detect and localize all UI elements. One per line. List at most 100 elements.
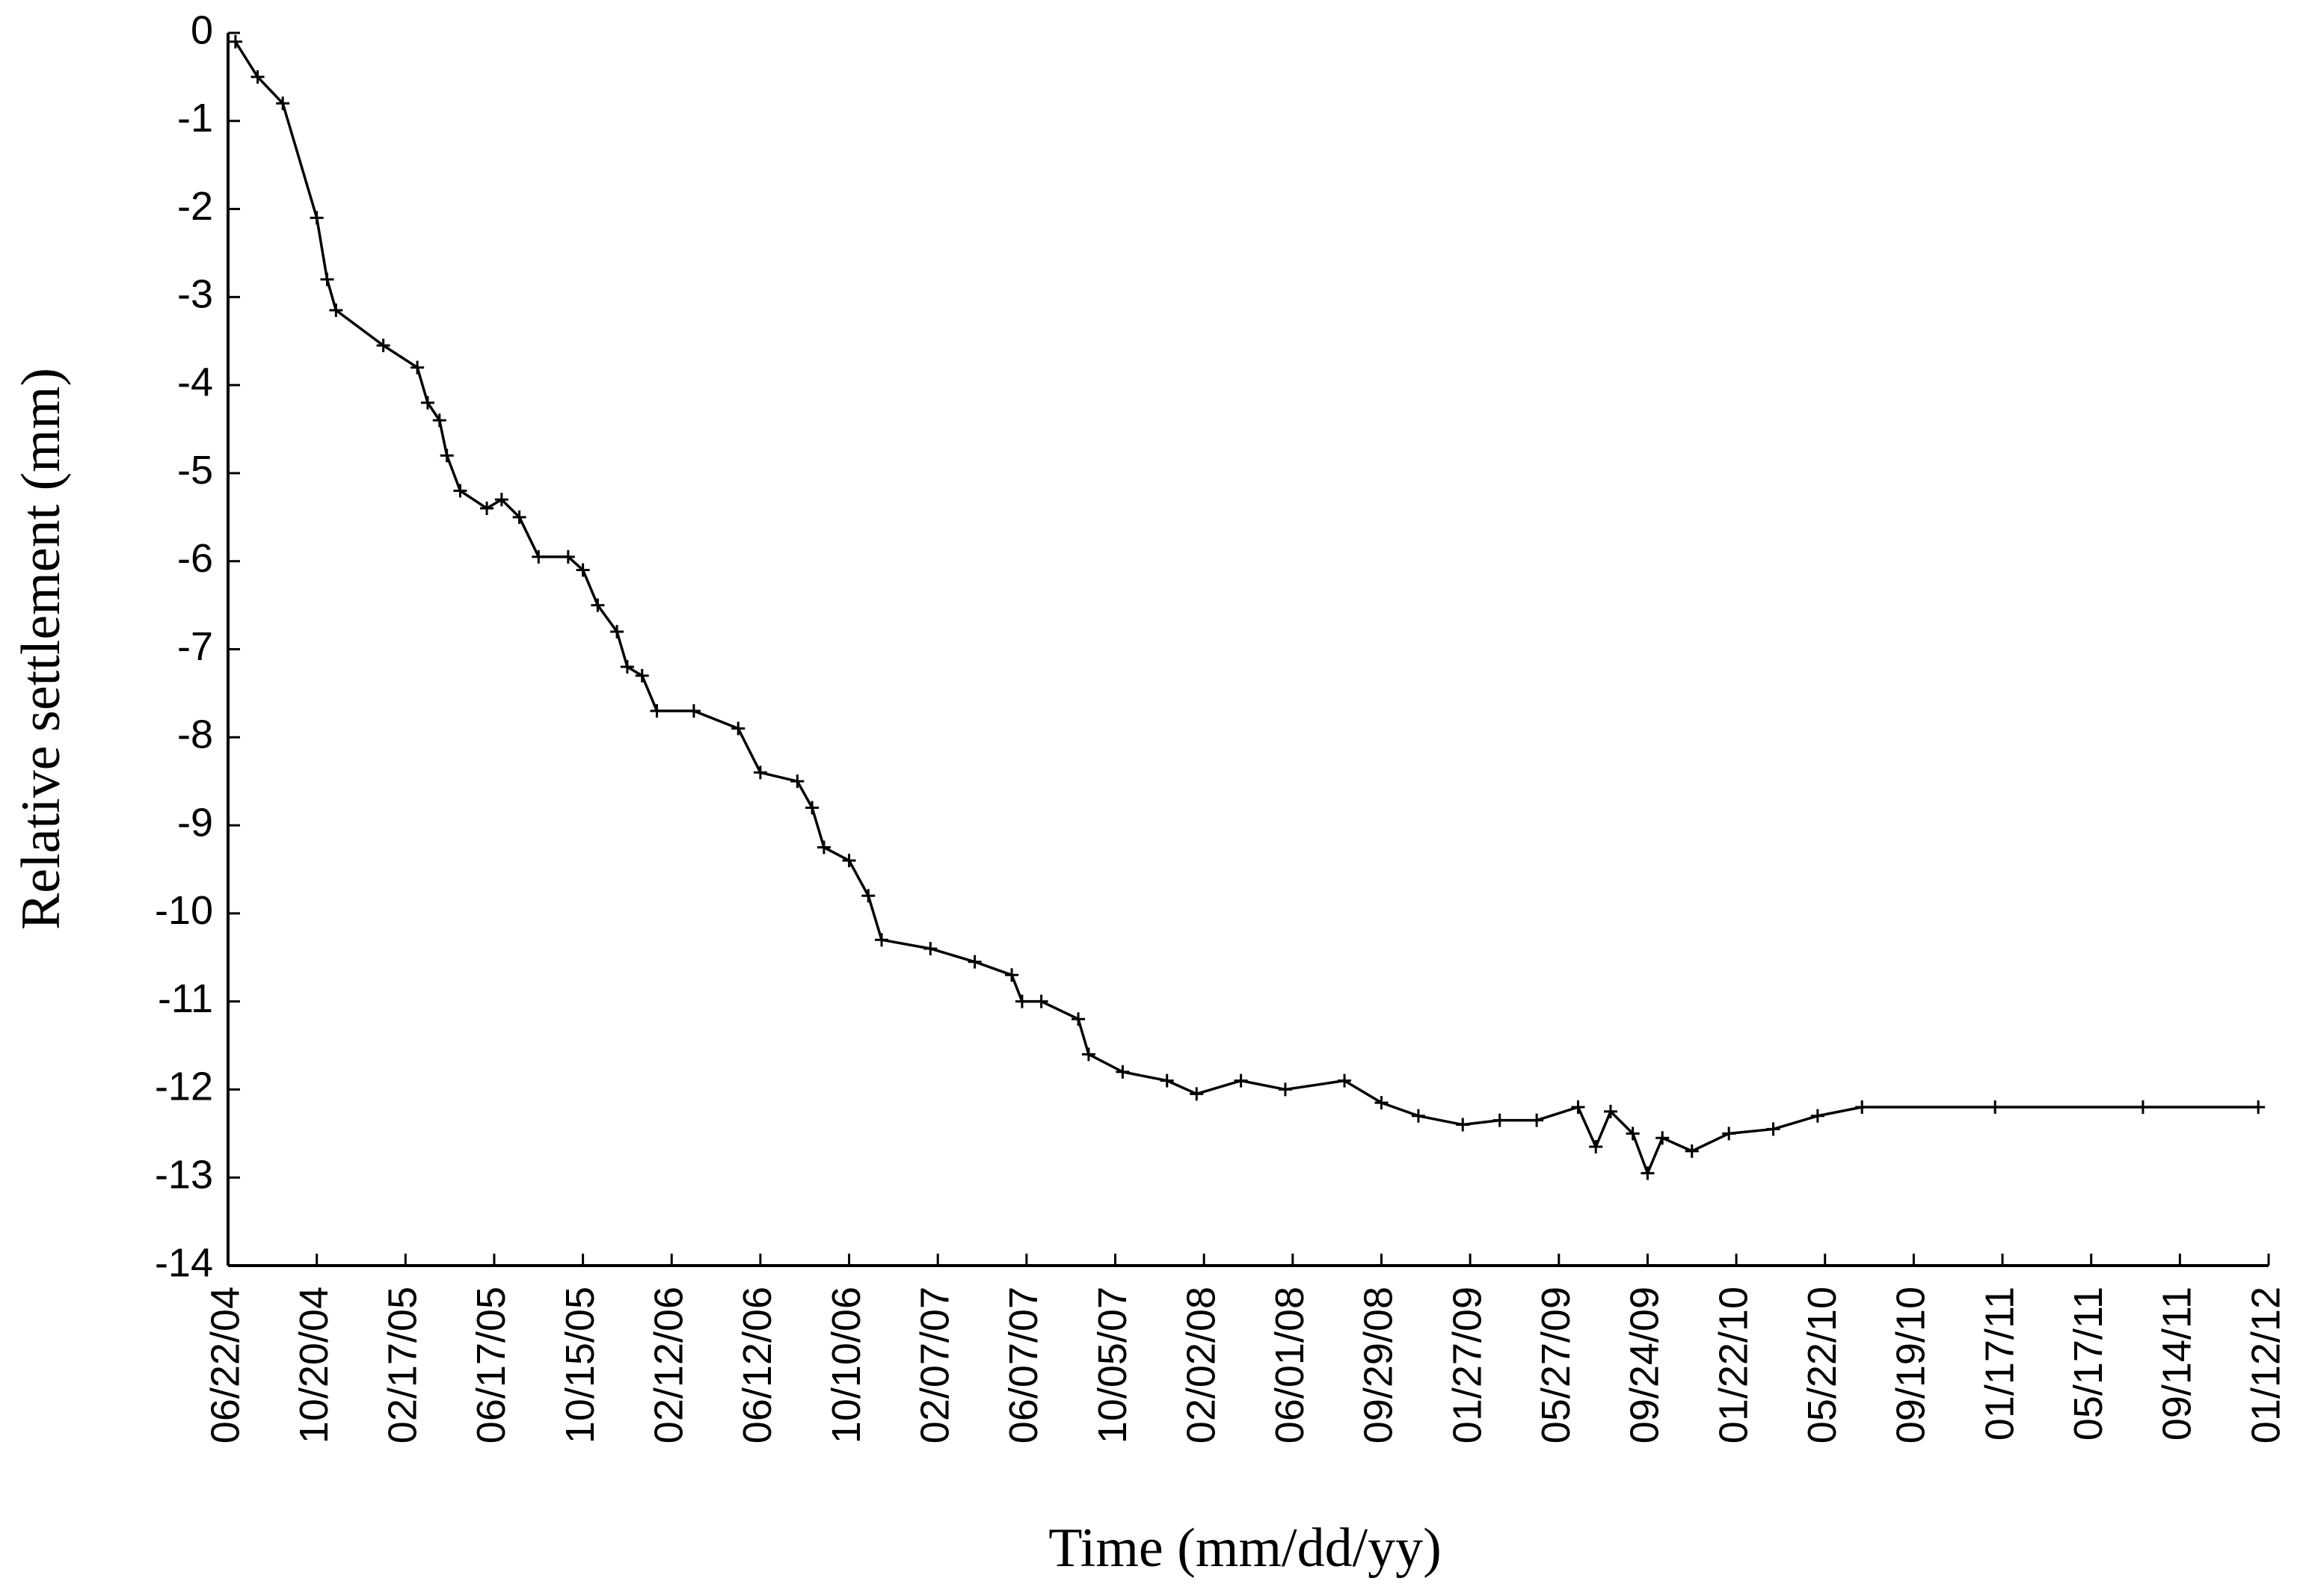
data-point	[753, 765, 767, 780]
data-point	[1190, 1087, 1204, 1101]
y-tick-label: -3	[177, 272, 213, 317]
data-point	[1810, 1109, 1824, 1123]
data-point	[1685, 1144, 1699, 1158]
data-point	[453, 484, 467, 498]
y-tick-label: -6	[177, 536, 213, 581]
data-point	[480, 502, 494, 516]
data-point	[1160, 1073, 1174, 1088]
data-point	[650, 703, 664, 718]
data-point	[576, 563, 590, 577]
data-point	[731, 721, 745, 736]
data-point	[2251, 1100, 2266, 1114]
x-tick-label: 06/07/07	[1001, 1287, 1046, 1444]
x-tick-label: 02/17/05	[381, 1287, 425, 1444]
x-tick-label: 06/01/08	[1267, 1287, 1312, 1444]
data-point	[561, 549, 575, 564]
data-point	[512, 510, 526, 524]
data-point	[1005, 968, 1019, 982]
y-tick-label: -13	[155, 1152, 213, 1197]
x-tick-label: 06/17/05	[469, 1287, 514, 1444]
x-tick-label: 01/27/09	[1445, 1287, 1489, 1444]
data-point	[620, 660, 634, 674]
y-axis-title: Relative settlement (mm)	[10, 368, 72, 930]
y-tick-label: -11	[158, 976, 213, 1021]
y-tick-label: -9	[177, 800, 213, 845]
data-point	[432, 413, 446, 428]
data-point	[411, 360, 425, 375]
y-tick-label: -14	[155, 1240, 213, 1285]
data-point	[790, 774, 805, 789]
x-tick-label: 09/29/08	[1356, 1287, 1401, 1444]
data-point	[420, 395, 434, 410]
data-point	[1530, 1113, 1544, 1127]
data-point	[494, 493, 508, 507]
y-tick-label: -5	[177, 448, 213, 493]
x-tick-label: 01/12/12	[2243, 1287, 2288, 1444]
y-tick-label: -4	[177, 360, 213, 404]
data-point	[320, 272, 334, 286]
data-point	[1411, 1109, 1425, 1123]
data-point	[861, 889, 876, 903]
x-tick-label: 05/17/11	[2066, 1287, 2111, 1441]
data-point	[805, 801, 820, 815]
data-point	[329, 304, 343, 318]
x-tick-label: 06/22/04	[203, 1287, 247, 1444]
data-point	[875, 933, 889, 947]
data-point	[1626, 1127, 1640, 1141]
data-point	[2136, 1100, 2150, 1114]
data-point	[1571, 1100, 1585, 1114]
data-point	[1589, 1139, 1603, 1153]
data-point	[1855, 1100, 1869, 1114]
data-point	[1015, 994, 1029, 1008]
data-point	[310, 211, 324, 225]
x-tick-label: 09/14/11	[2155, 1287, 2200, 1441]
data-point	[1604, 1104, 1617, 1118]
x-axis-title: Time (mm/dd/yy)	[1048, 1518, 1442, 1579]
data-point	[440, 449, 454, 463]
data-point	[1072, 1012, 1086, 1026]
data-point	[1988, 1100, 2002, 1114]
data-point	[817, 840, 831, 854]
y-tick-label: -12	[155, 1064, 213, 1109]
data-point	[1655, 1131, 1670, 1145]
x-tick-label: 05/27/09	[1534, 1287, 1578, 1444]
x-tick-label: 10/20/04	[292, 1287, 336, 1444]
x-tick-label: 02/12/06	[647, 1287, 692, 1444]
y-tick-label: -8	[177, 712, 213, 757]
data-point	[1338, 1073, 1352, 1088]
y-tick-label: -1	[177, 96, 213, 141]
data-point	[250, 70, 265, 84]
x-tick-label: 10/10/06	[824, 1287, 869, 1444]
data-point	[686, 703, 701, 718]
data-point	[532, 549, 546, 564]
data-point	[968, 955, 982, 969]
data-point	[1278, 1082, 1292, 1097]
x-tick-label: 02/07/07	[912, 1287, 957, 1444]
x-tick-label: 09/24/09	[1623, 1287, 1667, 1444]
data-point	[1034, 994, 1048, 1008]
data-point	[610, 624, 624, 638]
data-point	[376, 339, 390, 353]
data-point	[1641, 1166, 1655, 1180]
data-point	[1492, 1113, 1507, 1127]
y-tick-label: -10	[155, 888, 213, 933]
y-tick-label: -2	[177, 184, 213, 229]
data-point	[591, 598, 605, 612]
data-point	[1374, 1096, 1389, 1110]
data-point	[1081, 1047, 1095, 1062]
x-tick-label: 05/22/10	[1800, 1287, 1845, 1444]
data-point	[923, 941, 938, 955]
y-tick-label: 0	[191, 7, 213, 52]
x-tick-label: 10/05/07	[1090, 1287, 1135, 1444]
data-point	[635, 668, 649, 683]
data-line	[234, 40, 2259, 1175]
x-tick-label: 02/02/08	[1178, 1287, 1223, 1444]
data-point	[1766, 1122, 1780, 1136]
data-point	[1456, 1118, 1470, 1132]
data-point	[842, 854, 856, 868]
data-point	[276, 96, 290, 111]
x-tick-label: 01/22/10	[1711, 1287, 1756, 1444]
data-point	[228, 34, 242, 49]
data-point	[1234, 1073, 1248, 1088]
